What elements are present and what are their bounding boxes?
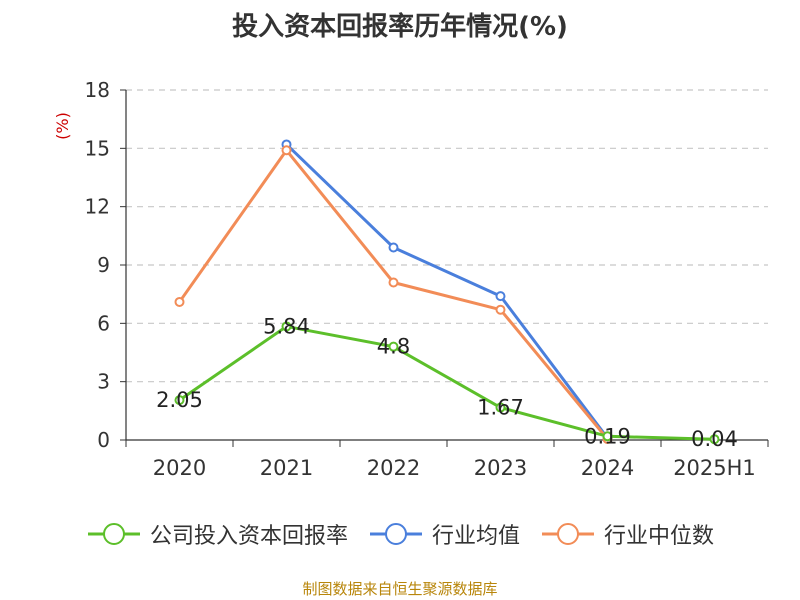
data-point[interactable] [602,431,613,442]
data-point[interactable] [495,402,506,413]
data-labels: 2.05 5.84 4.8 1.67 0.19 0.04 [156,314,738,451]
data-point[interactable] [281,321,292,332]
legend-label: 行业中位数 [604,524,715,549]
data-point[interactable] [388,277,399,288]
data-point[interactable] [709,434,720,445]
x-tick-label: 2023 [474,456,527,480]
legend-marker-icon [87,523,140,545]
data-label: 0.19 [584,424,631,448]
data-point[interactable] [495,304,506,315]
legend-marker-icon [542,523,594,545]
x-tick-label: 2022 [367,456,420,480]
legend-item[interactable]: 公司投入资本回报率 [86,518,348,550]
data-point[interactable] [495,291,506,302]
data-label: 5.84 [263,314,310,338]
y-tick-label: 12 [85,195,110,219]
y-tick-label: 15 [85,136,110,160]
x-tick-label: 2025H1 [673,456,756,480]
data-point[interactable] [174,296,185,307]
legend-marker-icon [369,523,422,545]
y-tick-label: 6 [97,311,110,335]
gridlines [126,89,768,383]
legend-item[interactable]: 行业均值 [368,518,520,550]
y-tick-label: 3 [97,370,110,394]
y-tick-label: 0 [97,428,110,452]
data-point[interactable] [174,395,185,406]
data-label: 0.04 [691,427,738,451]
data-point[interactable] [388,242,399,253]
x-tick-label: 2024 [581,456,634,480]
series-lines [174,139,720,445]
chart-title: 投入资本回报率历年情况(%) [232,12,568,42]
axes: 0 3 6 9 12 15 18 2020 2021 2022 2023 2024 2025H1 [85,78,769,480]
source-note: 制图数据来自恒生聚源数据库 [302,580,498,598]
x-tick-label: 2020 [153,456,206,480]
series-line [178,148,609,440]
y-axis-label: (%) [53,112,72,140]
y-tick-label: 18 [85,78,110,102]
legend-label: 行业均值 [431,524,520,549]
legend-item[interactable]: 行业中位数 [540,518,714,550]
y-tick-label: 9 [97,253,110,277]
series-line [178,324,715,441]
data-point[interactable] [281,145,292,156]
series-line [285,143,609,439]
legend-label: 公司投入资本回报率 [149,524,348,549]
data-label: 1.67 [477,396,524,420]
x-tick-label: 2021 [260,456,313,480]
legend: 公司投入资本回报率 行业均值 行业中位数 [0,518,800,550]
data-point[interactable] [388,341,399,352]
data-label: 2.05 [156,388,203,412]
data-label: 4.8 [377,335,410,359]
